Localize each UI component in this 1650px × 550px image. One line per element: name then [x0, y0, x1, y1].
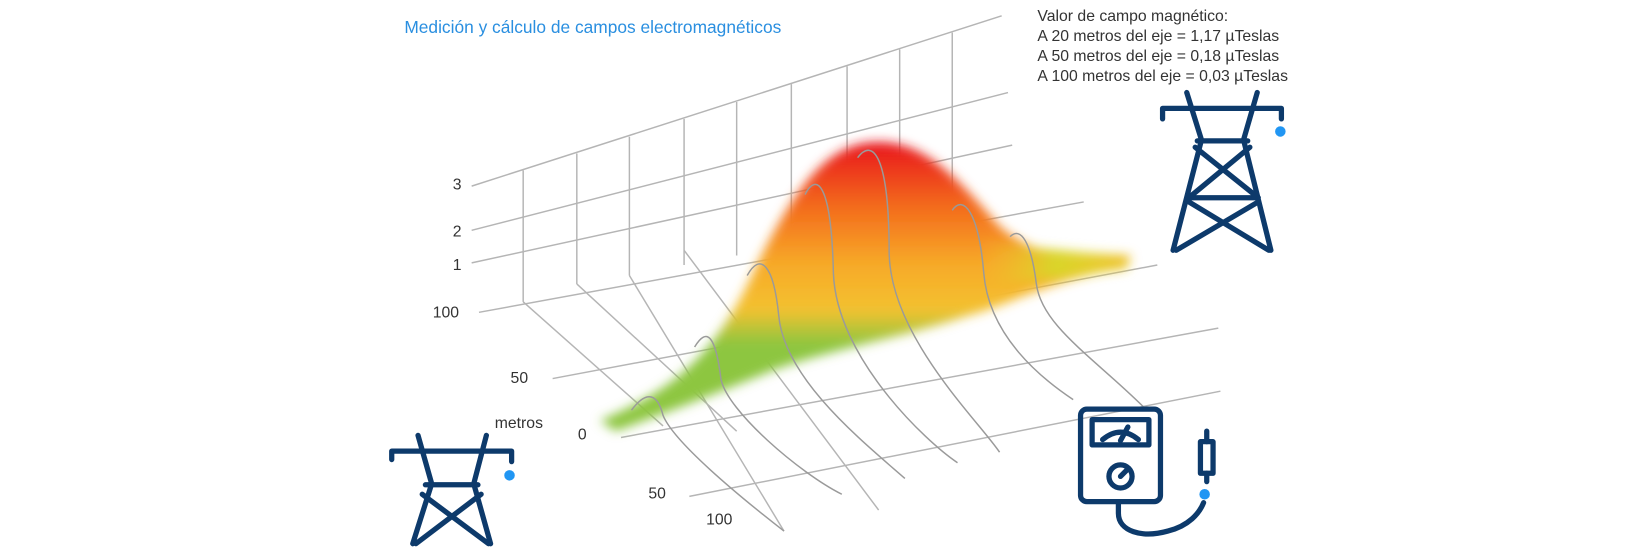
- vertical-tick-label: 2: [453, 224, 462, 241]
- depth-tick-label: 0: [578, 427, 587, 444]
- width-tick-label: 100: [706, 512, 733, 529]
- info-heading: Valor de campo magnético:: [1037, 8, 1228, 25]
- depth-tick-label: 100: [433, 305, 460, 322]
- wave-lines: [630, 149, 1148, 532]
- info-line: A 20 metros del eje = 1,17 µTeslas: [1037, 28, 1279, 45]
- title: Medición y cálculo de campos electromagn…: [404, 17, 781, 37]
- meter-icon: [1077, 406, 1216, 537]
- field-surface: [599, 141, 1132, 432]
- vertical-tick-label: 1: [453, 257, 462, 274]
- width-tick-label: 50: [648, 485, 666, 502]
- tower-right: [1159, 89, 1286, 253]
- info-line: A 50 metros del eje = 0,18 µTeslas: [1037, 48, 1279, 65]
- tower-left: [389, 432, 515, 547]
- depth-label: metros: [495, 415, 543, 432]
- vertical-tick-label: 3: [453, 176, 462, 193]
- info-line: A 100 metros del eje = 0,03 µTeslas: [1037, 68, 1288, 85]
- depth-tick-label: 50: [511, 370, 529, 387]
